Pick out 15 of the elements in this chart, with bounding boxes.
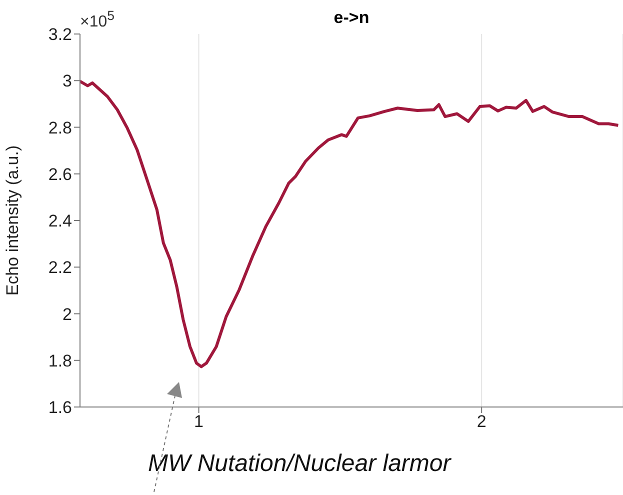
x-tick-label: 1: [194, 412, 204, 432]
y-tick-label: 2.8: [48, 118, 72, 138]
y-tick-label: 1.8: [48, 351, 72, 370]
text: ×10$^{5}$: [80, 8, 115, 32]
chart-title: e->n: [334, 8, 370, 27]
y-tick-label: 1.6: [48, 398, 72, 418]
y-axis-title: Echo intensity (a.u.): [3, 145, 22, 296]
text: MW Nutation/Nuclear larmor: [148, 450, 451, 478]
y-tick-label: 2.4: [48, 212, 72, 231]
y-tick-label: 2.6: [48, 164, 72, 184]
y-tick-label: 3.2: [48, 25, 72, 44]
y-tick-label: 2: [62, 304, 72, 324]
y-tick-label: 2.2: [48, 258, 72, 278]
line-series: [80, 80, 620, 368]
y-tick-label: 3: [62, 72, 72, 91]
